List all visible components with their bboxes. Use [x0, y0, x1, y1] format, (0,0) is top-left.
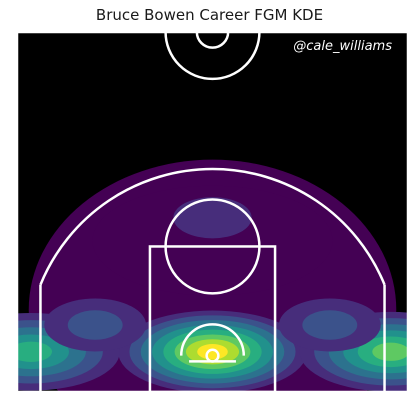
three-point-arc [39, 167, 386, 286]
density-hotspot-4-level-2 [302, 310, 358, 340]
paint-box [148, 245, 277, 392]
density-base-top [92, 185, 333, 296]
density-hotspot-5-level-1 [173, 197, 252, 239]
author-annotation: @cale_williams [293, 39, 392, 54]
restricted-area-arc [179, 323, 246, 356]
density-hotspot-0-level-8 [197, 344, 228, 360]
center-circle-outer [164, 32, 261, 81]
density-hotspot-1-level-5 [17, 341, 53, 362]
chart-title: Bruce Bowen Career FGM KDE [95, 6, 324, 24]
court-lines [17, 32, 408, 392]
center-circle-inner [195, 32, 230, 49]
density-hotspot-2-level-6 [372, 342, 408, 361]
density-layer [17, 159, 408, 392]
density-hotspot-3-level-2 [67, 310, 123, 340]
free-throw-circle [164, 198, 261, 295]
